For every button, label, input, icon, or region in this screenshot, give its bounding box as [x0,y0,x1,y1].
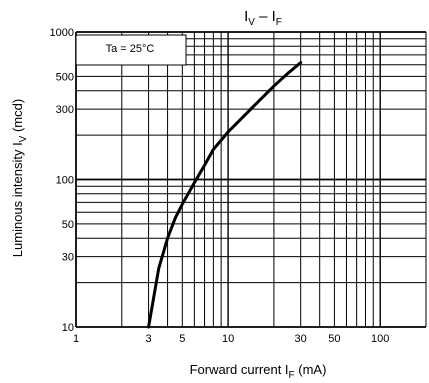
annotation-box [75,34,187,66]
x-axis-label: Forward current IF (mA) [190,362,327,381]
x-tick-label: 10 [222,333,234,345]
x-tick-label: 5 [179,333,185,345]
x-tick-label: 3 [146,333,152,345]
chart-title: IV – IF [244,8,282,28]
y-tick-label: 1000 [50,27,74,39]
y-axis-label: Luminous intensity IV (mcd) [10,99,29,257]
y-tick-label: 50 [62,219,74,231]
y-tick-label: 100 [56,175,74,187]
y-tick-labels: 10 30 50 100 300 500 1000 [50,27,74,334]
major-gridlines [75,31,426,328]
x-tick-labels: 1 3 5 10 30 50 100 [73,333,389,345]
x-tick-label: 100 [371,333,389,345]
y-tick-label: 500 [56,71,74,83]
annotation-text: Ta = 25°C [106,43,155,55]
curve-group [147,61,303,329]
y-tick-label: 300 [56,104,74,116]
iv-if-curve [147,61,303,329]
x-tick-label: 30 [295,333,307,345]
x-tick-label: 1 [73,333,79,345]
x-tick-label: 50 [328,333,340,345]
y-tick-label: 30 [62,252,74,264]
y-tick-label: 10 [62,322,74,334]
